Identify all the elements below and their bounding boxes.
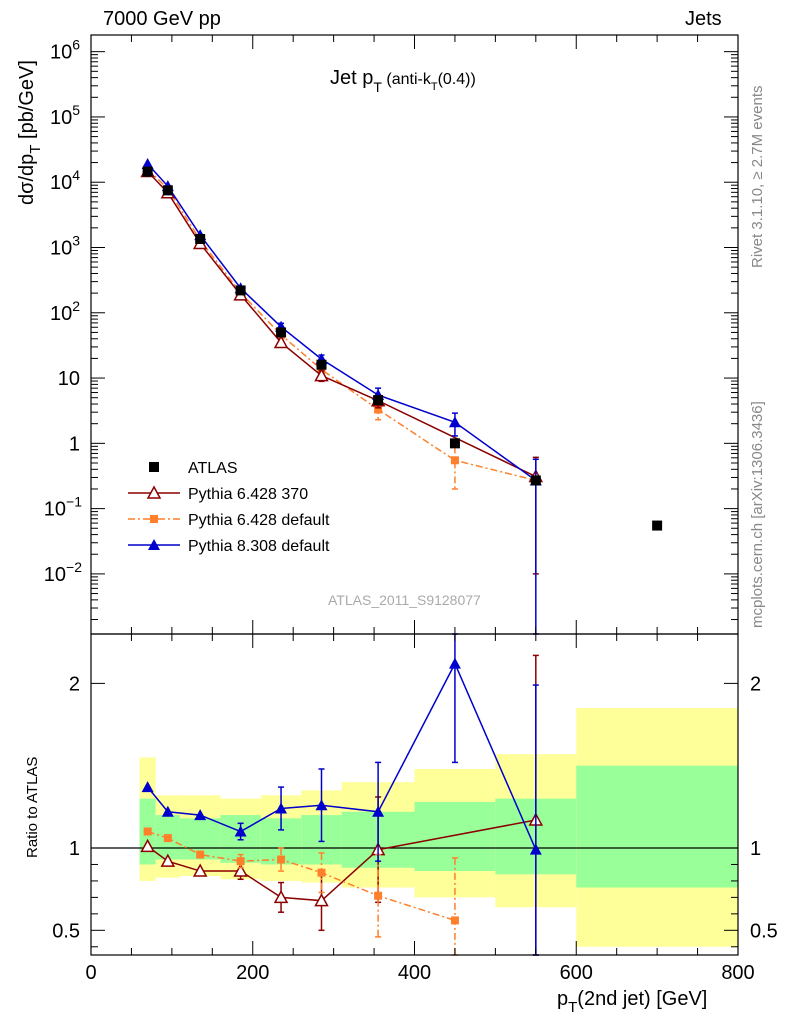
ratio-y-tick-label-left: 1 [69, 838, 80, 860]
main-y-tick-label: 1 [69, 433, 80, 455]
ratio-y-tick-label-right: 1 [750, 838, 761, 860]
main-atlas-point [373, 395, 384, 406]
ratio-y-tick-label-right: 0.5 [750, 920, 778, 942]
main-atlas-point [195, 233, 206, 244]
main-y-tick-label: 104 [50, 167, 80, 194]
band-inner-bin [576, 765, 738, 888]
main-y-tick-label: 10−1 [44, 494, 82, 521]
main-y-tick-label: 10 [58, 368, 80, 390]
chart-marks [140, 158, 663, 956]
main-pythia-6-428-default-point [450, 456, 459, 465]
legend-entry-pythia-6-428-default: Pythia 6.428 default [128, 512, 330, 529]
ratio-pythia-6-428-370-point [160, 853, 176, 867]
main-y-tick-label: 103 [50, 232, 80, 259]
main-pythia-8-308-default-point [141, 158, 154, 170]
ratio-pythia-8-308-default-point [194, 809, 207, 821]
main-pythia-8-308-default-line [147, 163, 537, 482]
legend-label: ATLAS [188, 460, 238, 477]
legend-label: Pythia 8.308 default [188, 538, 330, 555]
main-atlas-point [162, 185, 173, 196]
ratio-pythia-8-308-default-point [448, 657, 461, 669]
main-atlas-point [276, 327, 287, 338]
axis-tick-labels: 0 200 400 600 800 10−2 10−1 1 10 102 103 104 105 106 0… [44, 37, 778, 984]
legend-entry-atlas: ATLAS [149, 460, 238, 477]
ratio-pythia-8-308-default-point [529, 843, 542, 855]
main-atlas-point [530, 475, 541, 486]
main-pythia-6-428-370-point [273, 334, 289, 349]
ratio-pythia-6-428-370-line [147, 819, 536, 902]
ratio-pythia-6-428-default-point [277, 855, 286, 864]
ratio-pythia-6-428-default-point [374, 891, 383, 900]
main-y-axis-label: dσ/dpT [pb/GeV] [16, 60, 44, 205]
legend-marker [148, 539, 160, 550]
ratio-pythia-8-308-default-point [234, 825, 247, 837]
ratio-y-tick-label-right: 2 [750, 673, 761, 695]
ratio-pythia-8-308-default-point [275, 802, 288, 814]
ratio-pythia-6-428-default-point [450, 916, 459, 925]
legend-label: Pythia 6.428 370 [188, 486, 308, 503]
main-pythia-6-428-370-line [147, 170, 537, 478]
analysis-watermark: ATLAS_2011_S9128077 [328, 592, 481, 608]
ratio-y-axis-label: Ratio to ATLAS [24, 757, 41, 858]
legend-label: Pythia 6.428 default [188, 512, 330, 529]
main-atlas-point [142, 166, 153, 177]
legend-entry-pythia-6-428-370: Pythia 6.428 370 [128, 485, 308, 503]
main-y-tick-label: 106 [50, 37, 80, 64]
ratio-pythia-8-308-default-point [315, 799, 328, 811]
ratio-pythia-6-428-default-point [143, 827, 152, 836]
main-atlas-point [449, 438, 460, 449]
ratio-pythia-8-308-default-point [161, 805, 174, 817]
header-process-label: 7000 GeV pp [103, 8, 221, 30]
main-pythia-6-428-default-line [147, 168, 536, 482]
legend: ATLAS Pythia 6.428 370 Pythia 6.428 defaul… [128, 460, 330, 555]
ratio-pythia-6-428-370-point [314, 893, 329, 907]
ratio-pythia-6-428-default-point [236, 857, 245, 866]
main-y-tick-label: 105 [50, 102, 80, 129]
x-axis-label: pT(2nd jet) [GeV] [557, 988, 707, 1016]
ratio-pythia-6-428-default-point [196, 850, 205, 859]
legend-marker [150, 515, 158, 523]
main-y-tick-label: 102 [50, 298, 80, 325]
ratio-y-tick-label-left: 2 [69, 673, 80, 695]
ratio-pythia-6-428-370-point [192, 863, 208, 877]
x-tick-label: 200 [236, 962, 269, 984]
x-tick-label: 800 [721, 962, 754, 984]
main-pythia-6-428-default-point [374, 405, 383, 414]
x-tick-label: 0 [85, 962, 96, 984]
header-category-label: Jets [685, 8, 722, 30]
legend-marker [146, 485, 162, 499]
main-atlas-point [316, 359, 327, 370]
main-y-tick-label: 10−2 [44, 559, 82, 586]
ratio-pythia-6-428-370-point [140, 838, 155, 853]
main-plot-title: Jet pT (anti-kT(0.4)) [330, 67, 476, 95]
ratio-pythia-6-428-370-point [273, 889, 289, 904]
ratio-pythia-6-428-370-point [233, 863, 248, 877]
axis-ticks [90, 35, 739, 955]
ratio-pythia-6-428-default-point [163, 834, 172, 843]
x-tick-label: 400 [398, 962, 431, 984]
ratio-y-tick-label-left: 0.5 [52, 920, 80, 942]
ratio-pythia-6-428-default-point [317, 868, 326, 877]
legend-marker [149, 462, 159, 472]
legend-entry-pythia-8-308-default: Pythia 8.308 default [128, 538, 330, 555]
ratio-pythia-8-308-default-point [372, 805, 385, 817]
main-atlas-point [235, 285, 246, 296]
main-pythia-6-428-370-point [314, 368, 329, 382]
x-tick-label: 600 [560, 962, 593, 984]
main-pythia-8-308-default-point [448, 416, 461, 428]
ratio-pythia-8-308-default-point [141, 781, 154, 793]
main-atlas-point [652, 520, 663, 531]
